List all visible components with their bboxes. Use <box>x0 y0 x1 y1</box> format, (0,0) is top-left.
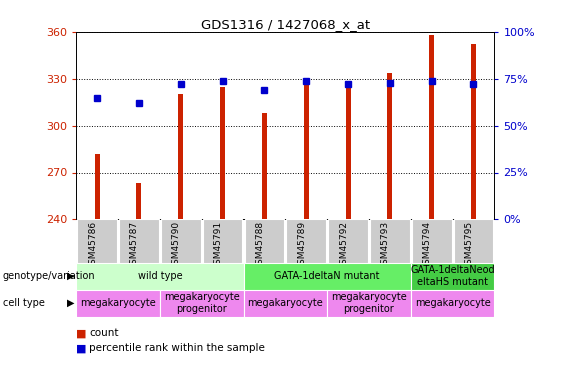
FancyBboxPatch shape <box>203 219 242 262</box>
Text: GSM45792: GSM45792 <box>339 220 348 270</box>
Text: GSM45786: GSM45786 <box>88 220 97 270</box>
Text: megakaryocyte: megakaryocyte <box>80 298 156 308</box>
Text: GSM45788: GSM45788 <box>255 220 264 270</box>
Bar <box>179 94 183 219</box>
FancyBboxPatch shape <box>161 219 201 262</box>
FancyBboxPatch shape <box>327 290 411 316</box>
Text: GSM45787: GSM45787 <box>130 220 139 270</box>
Text: megakaryocyte
progenitor: megakaryocyte progenitor <box>331 292 407 314</box>
Text: GSM45789: GSM45789 <box>297 220 306 270</box>
FancyBboxPatch shape <box>370 219 410 262</box>
Text: wild type: wild type <box>138 271 182 281</box>
FancyBboxPatch shape <box>411 262 494 290</box>
Bar <box>95 154 99 219</box>
Text: count: count <box>89 328 119 338</box>
Text: GSM45794: GSM45794 <box>423 220 432 270</box>
Bar <box>304 85 308 219</box>
Bar <box>388 72 392 219</box>
Text: ▶: ▶ <box>67 271 74 281</box>
Text: megakaryocyte: megakaryocyte <box>415 298 490 308</box>
Bar <box>471 44 476 219</box>
Text: GATA-1deltaNeod
eltaHS mutant: GATA-1deltaNeod eltaHS mutant <box>410 265 495 287</box>
FancyBboxPatch shape <box>286 219 326 262</box>
Text: GSM45793: GSM45793 <box>381 220 390 270</box>
FancyBboxPatch shape <box>76 290 160 316</box>
Bar <box>137 183 141 219</box>
FancyBboxPatch shape <box>119 219 159 262</box>
Text: GSM45790: GSM45790 <box>172 220 181 270</box>
Text: megakaryocyte
progenitor: megakaryocyte progenitor <box>164 292 240 314</box>
Bar <box>346 87 350 219</box>
Text: ■: ■ <box>76 328 87 338</box>
FancyBboxPatch shape <box>77 219 117 262</box>
Bar <box>262 113 267 219</box>
FancyBboxPatch shape <box>411 290 494 316</box>
Text: ▶: ▶ <box>67 298 74 308</box>
FancyBboxPatch shape <box>76 262 244 290</box>
Text: GSM45795: GSM45795 <box>464 220 473 270</box>
Text: percentile rank within the sample: percentile rank within the sample <box>89 344 265 353</box>
FancyBboxPatch shape <box>328 219 368 262</box>
FancyBboxPatch shape <box>245 219 284 262</box>
Bar <box>220 87 225 219</box>
Text: ■: ■ <box>76 344 87 353</box>
FancyBboxPatch shape <box>454 219 493 262</box>
FancyBboxPatch shape <box>244 290 327 316</box>
Text: megakaryocyte: megakaryocyte <box>247 298 323 308</box>
Text: genotype/variation: genotype/variation <box>3 271 95 281</box>
FancyBboxPatch shape <box>412 219 451 262</box>
Bar <box>429 35 434 219</box>
FancyBboxPatch shape <box>160 290 244 316</box>
Title: GDS1316 / 1427068_x_at: GDS1316 / 1427068_x_at <box>201 18 370 31</box>
Text: cell type: cell type <box>3 298 45 308</box>
FancyBboxPatch shape <box>244 262 411 290</box>
Text: GSM45791: GSM45791 <box>214 220 223 270</box>
Text: GATA-1deltaN mutant: GATA-1deltaN mutant <box>275 271 380 281</box>
